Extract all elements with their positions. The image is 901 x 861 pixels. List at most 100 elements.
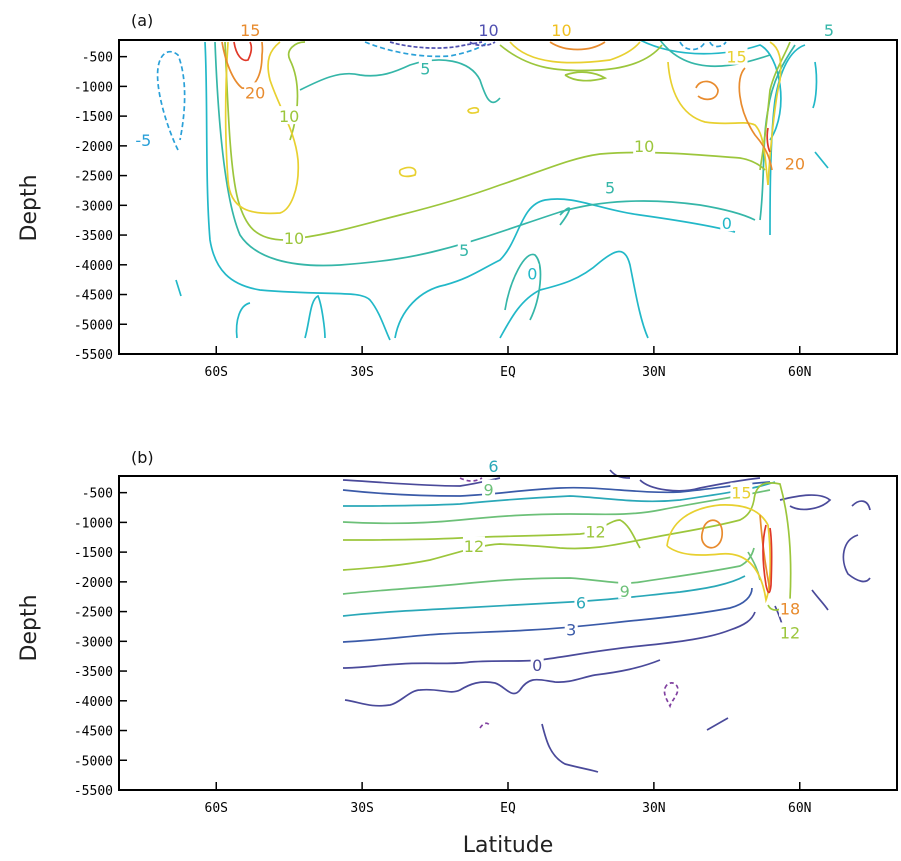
ytick-label: -5500 xyxy=(74,784,113,799)
contour-a-neg10-top2 xyxy=(469,41,496,47)
contour-label-bg xyxy=(550,19,573,38)
contour-label: 0 xyxy=(527,265,537,284)
ytick-label: -4500 xyxy=(74,725,113,740)
contour-b-12-right xyxy=(753,481,792,611)
contour-a-20-left xyxy=(221,41,264,89)
xtick-label: EQ xyxy=(500,365,516,380)
contour-a-15-small1 xyxy=(398,166,417,178)
xtick-label: 60N xyxy=(788,365,811,380)
contour-b-18-right xyxy=(759,514,771,591)
contour-label: 10 xyxy=(279,107,299,126)
ytick-label: -2500 xyxy=(74,606,113,621)
contour-a-0-left xyxy=(204,41,391,341)
xtick-label: EQ xyxy=(500,801,516,816)
contour-b-0-east1 xyxy=(779,494,832,511)
contour-label: 0 xyxy=(722,214,732,233)
contour-label: 6 xyxy=(576,594,586,613)
contour-a-0-bottom xyxy=(304,294,326,339)
contour-label-bg xyxy=(530,655,544,674)
contour-a-neg5-ne1 xyxy=(679,41,706,51)
contour-a-20-top xyxy=(549,41,606,51)
xtick-label: 30N xyxy=(642,365,665,380)
contour-b-18-loop xyxy=(700,519,723,549)
contour-a-0-south xyxy=(235,302,251,339)
contour-label-bg xyxy=(486,455,500,474)
contour-label: 12 xyxy=(464,537,484,556)
ytick-label: -1500 xyxy=(74,546,113,561)
contour-a-15-left xyxy=(224,41,300,215)
contour-label: 5 xyxy=(605,178,615,197)
contour-a-25-right xyxy=(766,127,771,153)
contour-a-neg5-ne2 xyxy=(709,41,727,48)
contour-a-15-right xyxy=(667,61,769,186)
ytick-label: -4500 xyxy=(74,289,113,304)
panel-b: (b) Depth Latitude xyxy=(17,448,898,858)
xtick-label: 60N xyxy=(788,801,811,816)
contour-a-0-ne xyxy=(639,39,782,141)
panel-a: (a) Depth xyxy=(17,11,898,380)
contour-label: -5 xyxy=(135,131,151,150)
contour-b-9-main xyxy=(342,547,755,595)
ytick-label: -4000 xyxy=(74,259,113,274)
ytick-label: -4000 xyxy=(74,695,113,710)
contour-label: 20 xyxy=(245,83,265,102)
contour-a-15-small2 xyxy=(467,106,480,114)
contour-label-bg xyxy=(603,177,617,196)
ytick-label: -2000 xyxy=(74,576,113,591)
contour-label: 15 xyxy=(240,21,260,40)
panel-b-ylabel: Depth xyxy=(17,594,42,661)
ytick-label: -1500 xyxy=(74,110,113,125)
contour-a-15-right2 xyxy=(767,41,782,186)
contour-a-0-mid xyxy=(499,250,649,339)
contour-label-bg xyxy=(132,129,155,148)
contour-a-0-right xyxy=(769,44,806,236)
panel-a-ylabel: Depth xyxy=(17,174,42,241)
contour-a-5-main xyxy=(214,41,756,267)
ytick-label: -5000 xyxy=(74,318,113,333)
contour-label-bg xyxy=(239,19,262,38)
xtick-label: 30S xyxy=(350,801,373,816)
contour-a-20-loop xyxy=(695,80,719,101)
contour-b-6-main xyxy=(342,575,746,617)
contour-b-15 xyxy=(666,504,771,604)
contour-label: 12 xyxy=(780,623,800,642)
contour-a-neg5-top xyxy=(364,41,489,58)
ytick-label: -3500 xyxy=(74,665,113,680)
contour-label-bg xyxy=(618,580,632,599)
contour-label-bg xyxy=(278,106,301,125)
xtick-label: 60S xyxy=(205,801,228,816)
contour-b-12-main xyxy=(342,499,755,571)
contour-label: 5 xyxy=(824,21,834,40)
ytick-label: -3000 xyxy=(74,635,113,650)
contour-a-0-tiny3 xyxy=(812,61,818,109)
contour-b-0-ne xyxy=(639,477,761,492)
contour-label: 15 xyxy=(726,48,746,67)
contour-b-3-top xyxy=(342,481,771,497)
contour-label: 10 xyxy=(284,229,304,248)
contour-label-bg xyxy=(457,239,471,258)
ytick-label: -1000 xyxy=(74,80,113,95)
panel-b-yticks: -500 -1000 -1500 -2000 -2500 -3000 -3500 -4000 -… xyxy=(74,487,127,799)
contour-label-bg xyxy=(482,479,496,498)
contour-b-0-bottom2 xyxy=(706,717,729,731)
contour-label-bg xyxy=(822,19,836,38)
contour-b-0-bottom1 xyxy=(541,723,599,773)
contour-a-10-main xyxy=(224,41,766,241)
contour-label: 6 xyxy=(488,457,498,476)
contour-a-5-upper xyxy=(299,59,501,104)
contour-b-0-east2 xyxy=(851,500,871,511)
contour-a-5-ne xyxy=(659,39,771,68)
panel-a-xticks: 60S 30S EQ 30N 60N xyxy=(205,346,811,380)
ytick-label: -1000 xyxy=(74,516,113,531)
contour-label: 5 xyxy=(420,60,430,79)
contour-label: 9 xyxy=(483,481,493,500)
contour-label: 18 xyxy=(780,600,800,619)
contour-label: 10 xyxy=(634,137,654,156)
contour-a-0-deep xyxy=(394,198,736,339)
contour-a-10-upper2 xyxy=(499,44,663,72)
xtick-label: 30S xyxy=(350,365,373,380)
ytick-label: -500 xyxy=(82,51,113,66)
contour-label-bg xyxy=(418,58,432,77)
